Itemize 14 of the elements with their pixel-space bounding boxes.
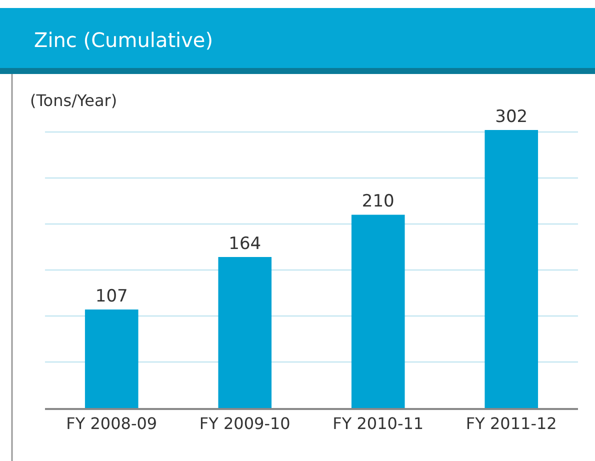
- y-axis-title: (Tons/Year): [30, 91, 118, 110]
- x-tick-label: FY 2010-11: [332, 414, 424, 433]
- bar: [218, 257, 272, 408]
- chart-title: Zinc (Cumulative): [34, 28, 214, 52]
- data-label: 210: [362, 192, 394, 212]
- data-label: 164: [228, 234, 262, 254]
- x-tick-label: FY 2008-09: [66, 414, 158, 433]
- data-label: 107: [95, 286, 128, 306]
- x-tick-label: FY 2011-12: [466, 414, 557, 433]
- bar: [484, 130, 538, 408]
- x-tick-label: FY 2009-10: [199, 414, 290, 433]
- bar: [351, 214, 405, 408]
- data-label: 302: [495, 107, 528, 127]
- bar: [84, 310, 138, 408]
